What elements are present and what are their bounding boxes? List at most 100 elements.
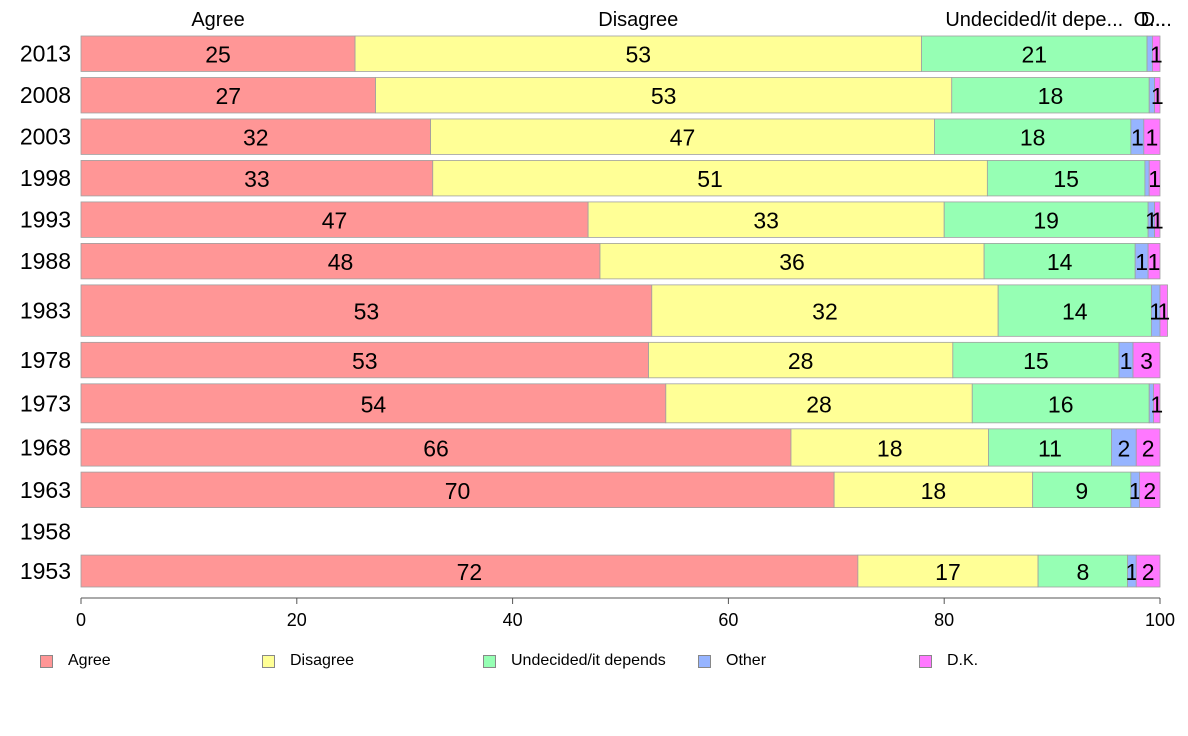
- bar-1968-disagree: [790, 428, 989, 467]
- legend-label-agree: Agree: [68, 652, 111, 669]
- data-label-1978-agree: 53: [352, 348, 378, 374]
- top-label-2: Undecided/it depe...: [945, 9, 1123, 31]
- data-label-1983-undecided-it-depends: 14: [1062, 299, 1088, 325]
- data-label-2013-d-k: 1: [1150, 42, 1163, 68]
- bar-1968-d-k: [1135, 428, 1161, 467]
- data-label-1998-undecided-it-depends: 15: [1053, 166, 1079, 192]
- data-label-1973-agree: 54: [361, 391, 387, 417]
- bar-2003-d-k: [1143, 118, 1161, 155]
- bar-1963-d-k: [1139, 471, 1161, 508]
- data-label-2013-agree: 25: [205, 42, 231, 68]
- bar-1988-agree: [80, 243, 601, 280]
- data-label-2008-agree: 27: [215, 83, 241, 109]
- bar-1998-undecided-it-depends: [986, 160, 1146, 197]
- data-label-1983-d-k: 1: [1157, 299, 1170, 325]
- x-tick-label-20: 20: [287, 610, 307, 630]
- bar-1983-undecided-it-depends: [997, 284, 1152, 337]
- bar-1978-agree: [80, 341, 649, 379]
- data-label-1983-other: 1: [1149, 299, 1162, 325]
- data-label-1998-agree: 33: [244, 166, 270, 192]
- top-label-1: Disagree: [598, 9, 678, 31]
- data-label-2013-undecided-it-depends: 21: [1021, 42, 1047, 68]
- year-label-1973: 1973: [20, 390, 71, 416]
- data-label-1998-d-k: 1: [1148, 166, 1161, 192]
- bar-1968-undecided-it-depends: [988, 428, 1112, 467]
- year-label-1958: 1958: [20, 518, 71, 544]
- year-label-1968: 1968: [20, 434, 71, 460]
- legend-label-undecided-it-depends: Undecided/it depends: [511, 652, 666, 669]
- bar-1998-d-k: [1148, 160, 1161, 197]
- bar-1973-disagree: [665, 383, 973, 424]
- data-label-1963-disagree: 18: [921, 478, 947, 504]
- bar-1978-disagree: [648, 341, 954, 379]
- top-label-0: Agree: [191, 9, 244, 31]
- year-label-2013: 2013: [20, 41, 71, 67]
- data-label-1968-undecided-it-depends: 11: [1038, 435, 1062, 461]
- bar-1993-undecided-it-depends: [943, 201, 1149, 238]
- year-label-1988: 1988: [20, 248, 71, 274]
- legend-item-d-k: D.K.: [919, 650, 978, 672]
- x-tick-label-40: 40: [503, 610, 523, 630]
- data-label-1953-undecided-it-depends: 8: [1076, 559, 1089, 585]
- data-label-2003-d-k: 1: [1146, 125, 1159, 151]
- legend-swatch-disagree: [262, 654, 275, 668]
- data-label-1998-disagree: 51: [697, 166, 723, 192]
- data-label-1973-undecided-it-depends: 16: [1048, 391, 1074, 417]
- bar-2008-disagree: [375, 77, 953, 114]
- legend-swatch-undecided-it-depends: [483, 654, 496, 668]
- data-label-2013-disagree: 53: [626, 42, 652, 68]
- data-label-2008-disagree: 53: [651, 83, 677, 109]
- data-label-1993-d-k: 1: [1151, 208, 1164, 234]
- data-label-1983-agree: 53: [354, 299, 380, 325]
- data-label-1973-disagree: 28: [806, 391, 832, 417]
- bar-1988-disagree: [599, 243, 985, 280]
- data-label-1988-d-k: 1: [1148, 249, 1161, 275]
- data-label-1968-other: 2: [1117, 435, 1130, 461]
- data-label-1963-agree: 70: [445, 478, 471, 504]
- data-label-1978-undecided-it-depends: 15: [1023, 348, 1049, 374]
- data-label-1993-disagree: 33: [753, 208, 779, 234]
- legend-item-undecided-it-depends: Undecided/it depends: [483, 650, 666, 672]
- data-label-1963-other: 1: [1129, 478, 1142, 504]
- legend-label-disagree: Disagree: [290, 652, 355, 669]
- year-label-1978: 1978: [20, 347, 71, 373]
- data-label-1978-d-k: 3: [1140, 348, 1153, 374]
- bar-2013-undecided-it-depends: [921, 35, 1148, 72]
- bar-1983-d-k: [1159, 284, 1168, 337]
- bar-2003-disagree: [430, 118, 935, 155]
- bar-1983-agree: [80, 284, 653, 337]
- bar-1993-agree: [80, 201, 589, 238]
- bar-2013-agree: [80, 35, 356, 72]
- bar-1973-undecided-it-depends: [971, 383, 1150, 424]
- data-label-1993-agree: 47: [322, 208, 348, 234]
- bar-1988-d-k: [1147, 243, 1161, 280]
- data-label-2003-other: 1: [1131, 125, 1144, 151]
- data-label-2003-undecided-it-depends: 18: [1020, 125, 1046, 151]
- bar-1953-undecided-it-depends: [1037, 554, 1129, 588]
- bar-1953-agree: [80, 554, 859, 588]
- data-label-2008-d-k: 1: [1151, 83, 1164, 109]
- year-label-2008: 2008: [20, 82, 71, 108]
- year-label-1963: 1963: [20, 477, 71, 503]
- bar-2008-d-k: [1154, 77, 1161, 114]
- bar-1993-d-k: [1154, 201, 1161, 238]
- bar-2003-agree: [80, 118, 431, 155]
- x-tick-label-60: 60: [718, 610, 738, 630]
- bar-1968-other: [1111, 428, 1137, 467]
- legend-label-d-k: D.K.: [947, 652, 979, 669]
- bar-2008-undecided-it-depends: [951, 77, 1150, 114]
- top-label-4: D...: [1141, 9, 1172, 31]
- bar-1983-disagree: [651, 284, 999, 337]
- bar-2013-disagree: [354, 35, 922, 72]
- bar-1978-d-k: [1132, 341, 1161, 379]
- data-label-1968-disagree: 18: [877, 435, 903, 461]
- year-label-1993: 1993: [20, 207, 71, 233]
- data-label-1988-undecided-it-depends: 14: [1047, 249, 1073, 275]
- data-label-1953-other: 1: [1126, 559, 1139, 585]
- legend-swatch-agree: [40, 654, 53, 668]
- bar-1973-d-k: [1153, 383, 1161, 424]
- data-label-1953-d-k: 2: [1142, 559, 1155, 585]
- bar-2008-agree: [80, 77, 376, 114]
- legend-swatch-other: [698, 654, 711, 668]
